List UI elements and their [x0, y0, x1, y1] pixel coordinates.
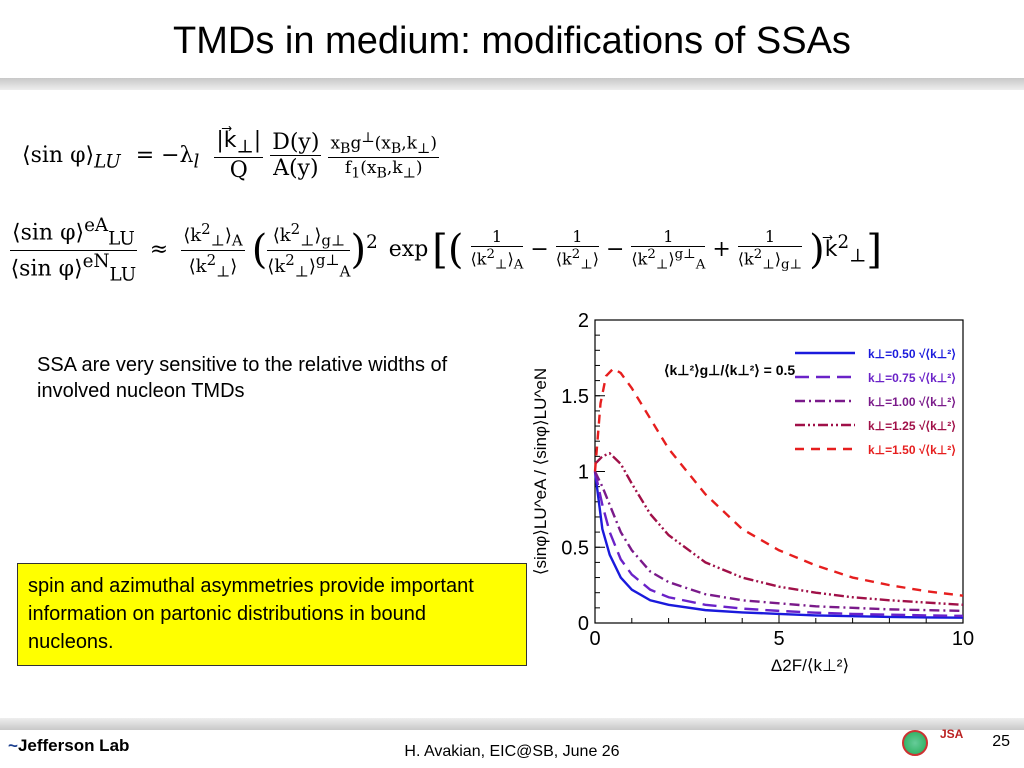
page-number: 25: [992, 733, 1010, 750]
legend-label: k⊥=1.50 √⟨k⊥²⟩: [868, 443, 956, 457]
y-tick-label: 0.5: [561, 537, 589, 559]
series-line: [594, 451, 964, 607]
x-axis-label: Δ2F/⟨k⊥²⟩: [771, 656, 849, 675]
footer-divider: [0, 718, 1024, 730]
highlight-box: spin and azimuthal asymmetries provide i…: [17, 563, 527, 666]
x-tick-label: 10: [952, 628, 974, 650]
y-axis-label: ⟨sinφ⟩LU^eA / ⟨sinφ⟩LU^eN: [531, 368, 550, 575]
footer-citation: H. Avakian, EIC@SB, June 26: [404, 743, 620, 760]
y-tick-label: 1.5: [561, 386, 589, 408]
slide-title: TMDs in medium: modifications of SSAs: [173, 20, 851, 62]
series-line: [593, 470, 964, 613]
y-tick-label: 1: [578, 462, 589, 484]
sensitivity-note: SSA are very sensitive to the relative w…: [37, 354, 448, 402]
series-line: [593, 366, 964, 597]
chart-annotation: ⟨k⊥²⟩g⊥/⟨k⊥²⟩ = 0.5: [664, 362, 795, 378]
legend-label: k⊥=0.75 √⟨k⊥²⟩: [868, 371, 956, 385]
legend-label: k⊥=1.25 √⟨k⊥²⟩: [868, 419, 956, 433]
ssa-ratio-chart: 0 5 10 0 0.5 1 1.5 2 Δ2F/⟨k⊥²⟩ ⟨sinφ⟩LU^eA / ⟨sin…: [531, 310, 974, 675]
title-divider: [0, 78, 1024, 90]
plot-frame: [594, 319, 964, 624]
y-tick-label: 0: [578, 613, 589, 635]
doe-seal-icon: [902, 730, 928, 756]
equation-ssa-definition: ⟨sin φ⟩LU = −λl |k⃗⊥| Q D(y) A(y) xBg⊥(xB,…: [22, 128, 439, 184]
legend-label: k⊥=0.50 √⟨k⊥²⟩: [868, 347, 956, 361]
legend-label: k⊥=1.00 √⟨k⊥²⟩: [868, 395, 956, 409]
jefferson-lab-logo: ~Jefferson Lab: [8, 736, 130, 755]
series-line: [593, 471, 964, 619]
x-tick-label: 5: [773, 628, 784, 650]
y-tick-label: 2: [578, 310, 589, 332]
equation-ratio: ⟨sin φ⟩eALU ⟨sin φ⟩eNLU ≈ ⟨k2⊥⟩A ⟨k2⊥⟩ (⟨k…: [10, 215, 882, 286]
series-line: [593, 471, 964, 618]
x-tick-label: 0: [589, 628, 600, 650]
jsa-logo: JSA: [940, 727, 964, 741]
